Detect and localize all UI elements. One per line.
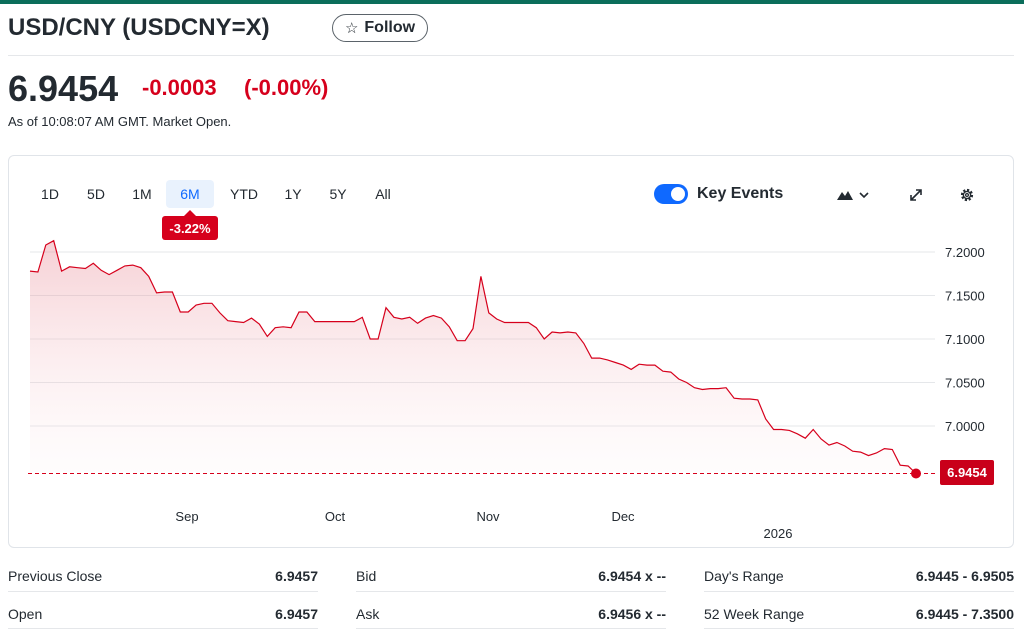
settings-button[interactable] — [955, 182, 979, 208]
toggle-knob — [671, 187, 685, 201]
stat-value: 6.9457 — [275, 606, 318, 622]
stat-divider — [704, 628, 1014, 629]
stat-value: 6.9457 — [275, 568, 318, 584]
follow-label: Follow — [364, 19, 416, 36]
range-button-5d[interactable]: 5D — [87, 186, 105, 202]
follow-button[interactable]: ☆ Follow — [332, 14, 428, 42]
range-button-1m[interactable]: 1M — [132, 186, 152, 202]
stat-label: Previous Close — [8, 568, 103, 584]
key-events-label: Key Events — [697, 185, 784, 202]
stat-divider — [8, 628, 318, 629]
current-price-tag-text: 6.9454 — [947, 465, 988, 480]
x-tick-label: Nov — [476, 509, 500, 524]
chevron-down-icon — [859, 192, 869, 199]
stat-divider — [8, 591, 318, 592]
stat-value: 6.9445 - 6.9505 — [915, 568, 1014, 584]
y-tick-label: 7.1500 — [945, 289, 985, 304]
y-tick-label: 7.2000 — [945, 245, 985, 260]
range-button-all[interactable]: All — [375, 186, 391, 202]
stat-label: Bid — [356, 568, 377, 584]
mountain-chart-icon — [837, 191, 853, 200]
expand-button[interactable] — [904, 182, 928, 208]
stat-value: 6.9454 x -- — [598, 568, 666, 584]
range-button-ytd[interactable]: YTD — [230, 186, 258, 202]
divider — [8, 55, 1014, 56]
stat-label: 52 Week Range — [704, 606, 805, 622]
price-line — [29, 239, 917, 474]
stat-divider — [704, 591, 1014, 592]
x-tick-label: Oct — [325, 509, 346, 524]
price-area — [30, 240, 916, 474]
y-tick-label: 7.0000 — [945, 419, 985, 434]
stat-label: Ask — [356, 606, 380, 622]
x-tick-label: Dec — [611, 509, 635, 524]
x-tick-label: 2026 — [764, 526, 793, 541]
price-change: -0.0003 — [142, 75, 217, 100]
chart-card — [8, 155, 1014, 548]
expand-icon — [910, 189, 922, 201]
current-price-tag — [940, 460, 994, 485]
x-tick-label: Sep — [175, 509, 198, 524]
range-button-1y[interactable]: 1Y — [284, 186, 302, 202]
stat-value: 6.9456 x -- — [598, 606, 666, 622]
key-events-toggle[interactable] — [654, 184, 688, 204]
stat-label: Open — [8, 606, 43, 622]
stat-divider — [356, 591, 666, 592]
range-button-6m[interactable]: 6M — [166, 180, 214, 208]
range-button-5y[interactable]: 5Y — [329, 186, 347, 202]
stat-divider — [356, 628, 666, 629]
current-price-marker — [911, 468, 921, 479]
current-price: 6.9454 — [8, 68, 119, 109]
page-title: USD/CNY (USDCNY=X) — [8, 14, 270, 41]
price-change-percent: (-0.00%) — [244, 75, 329, 100]
chart-type-selector[interactable] — [834, 182, 872, 208]
stat-value: 6.9445 - 7.3500 — [915, 606, 1014, 622]
top-accent-bar — [0, 0, 1024, 4]
stat-label: Day's Range — [704, 568, 784, 584]
y-tick-label: 7.1000 — [945, 332, 985, 347]
range-button-1d[interactable]: 1D — [41, 186, 59, 202]
y-tick-label: 7.0500 — [945, 376, 985, 391]
range-change-badge: -3.22% — [162, 210, 218, 240]
as-of-timestamp: As of 10:08:07 AM GMT. Market Open. — [8, 114, 232, 129]
star-icon: ☆ — [344, 20, 359, 37]
gear-icon — [960, 188, 974, 202]
